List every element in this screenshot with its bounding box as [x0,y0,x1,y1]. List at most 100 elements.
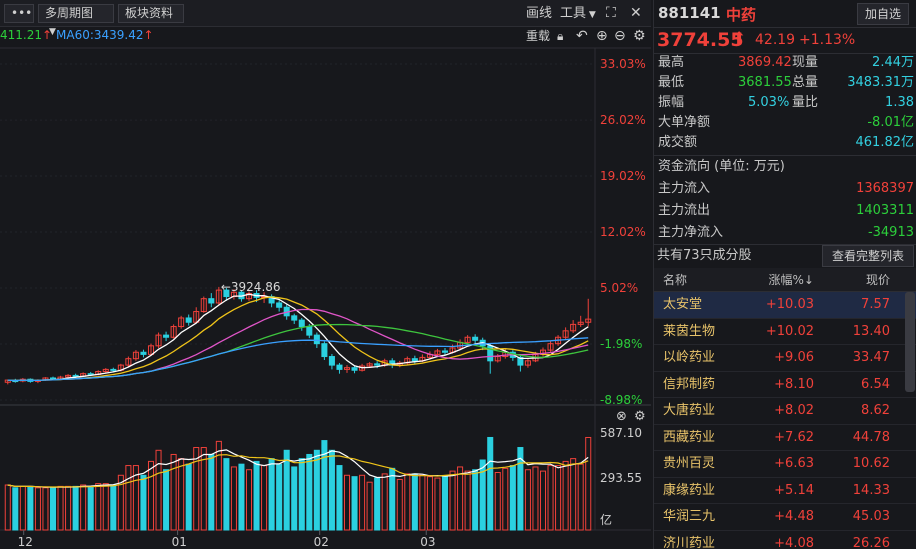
chart-canvas: 33.03% 26.02% 19.02% 12.02% 5.02% -1.98% -8.98… [0,47,651,549]
volume-bar [434,477,441,531]
volume-bar [404,473,411,531]
quote-panel: 881141 中药 加自选 3774.55 ⬆ 42.19 +1.13% 最高 … [653,0,916,549]
constituent-row[interactable]: 以岭药业 +9.06 33.47 [654,345,916,372]
volume-bar [359,474,366,531]
constituent-row[interactable]: 太安堂 +10.03 7.57 [654,292,916,319]
constituent-price: 7.57 [861,297,890,312]
volume-bar [585,436,592,531]
vol-ratio-label: 量比 [792,95,819,110]
constituent-name: 康缘药业 [663,482,716,498]
volume-bar [381,473,388,531]
volume-axis-label: 亿 [600,512,612,527]
candle-body [562,330,569,338]
candle-body [577,321,584,325]
volume-bar [155,449,162,531]
now-vol-label: 现量 [792,55,819,70]
volume-ma10-line [7,454,589,488]
candle-body [291,315,298,321]
candle-body [472,336,479,341]
volume-bar [298,458,305,531]
constituent-row[interactable]: 华润三九 +4.48 45.03 [654,504,916,531]
undo-icon[interactable]: ↶ [576,28,588,44]
zoom-in-icon[interactable]: ⊕ [596,28,608,44]
settings-icon[interactable]: ⚙ [633,28,646,44]
volume-bar [42,487,49,531]
divider [654,244,916,245]
arrow-up-icon: ↑ [143,28,154,42]
constituent-row[interactable]: 信邦制药 +8.10 6.54 [654,372,916,398]
list-scrollbar[interactable] [905,292,915,392]
time-axis-label: 02 [314,535,329,549]
constituent-name: 贵州百灵 [663,456,716,471]
view-full-list-button[interactable]: 查看完整列表 [822,245,914,267]
zoom-out-icon[interactable]: ⊖ [614,28,626,44]
ma-legend-a: 411.21↑ [0,27,52,44]
vol-ratio-value: 1.38 [885,95,914,110]
volume-bar [12,487,19,531]
price-change-pct: +1.13% [799,32,856,48]
constituent-name: 莱茵生物 [663,323,716,339]
constituent-price: 6.54 [861,376,890,392]
volume-bar [547,465,554,531]
tools-button[interactable]: 工具 ▼ [560,5,596,24]
constituent-name: 信邦制药 [663,376,716,392]
volume-bar [230,466,237,531]
flow-net-row: 主力净流入 -34913 [658,223,914,243]
candle-body [464,336,471,343]
constituent-row[interactable]: 莱茵生物 +10.02 13.40 [654,319,916,345]
candle-body [585,318,592,323]
col-price-header[interactable]: 现价 [865,273,890,287]
col-pct-header[interactable]: 涨幅%↓ [768,273,814,287]
period-label: 多周期图 [45,6,94,20]
close-icon[interactable]: ✕ [630,5,642,21]
volume-bar [215,440,222,531]
volume-bar [539,470,547,531]
chevron-down-icon: ▼ [49,27,56,37]
divider [654,155,916,156]
candle-body [366,363,373,367]
lock-icon[interactable]: 🔒︎ [557,29,564,43]
candle-body [140,351,147,355]
constituent-row[interactable]: 康缘药业 +5.14 14.33 [654,478,916,504]
volume-bar [479,459,486,531]
volume-bar [193,447,200,531]
volume-bar [140,474,147,531]
volume-bar [389,467,396,531]
sector-info-button[interactable]: 板块资料 [118,4,184,23]
volume-bar [185,463,192,531]
volume-bar [441,476,449,531]
col-name-header[interactable]: 名称 [663,273,688,287]
candle-body [351,367,358,371]
volume-bar [494,472,501,531]
candle-body [336,364,343,370]
high-value: 3869.42 [738,55,792,70]
volume-bar [457,466,464,531]
expand-icon[interactable]: ⛶ [606,5,616,21]
arrow-up-icon: ↑ [42,28,53,42]
constituent-pct: +7.62 [774,429,814,445]
constituent-name: 华润三九 [663,509,716,524]
volume-bar [502,467,509,531]
ma5-line [7,293,589,382]
amp-label: 振幅 [658,95,685,110]
period-select[interactable]: 多周期图 ▼ [38,4,114,37]
constituent-price: 8.62 [861,403,890,418]
constituent-row[interactable]: 贵州百灵 +6.63 10.62 [654,451,916,478]
candle-body [200,298,207,313]
volume-bar [19,485,26,531]
reload-button[interactable]: 重载 [526,29,551,43]
constituent-count: 共有73只成分股 [657,248,752,263]
draw-line-button[interactable]: 画线 [526,6,553,21]
turnover-value: 461.82亿 [855,135,915,150]
candle-body [147,345,155,355]
volume-bar [147,460,155,531]
constituent-row[interactable]: 西藏药业 +7.62 44.78 [654,425,916,451]
add-watchlist-button[interactable]: 加自选 [857,3,909,25]
candle-body [163,334,170,338]
volume-bar [223,458,230,531]
more-button[interactable]: ••• [4,4,34,23]
constituent-row[interactable]: 济川药业 +4.08 26.26 [654,531,916,549]
constituent-pct: +5.14 [774,482,814,498]
constituent-row[interactable]: 大唐药业 +8.02 8.62 [654,398,916,425]
volume-bar [117,474,124,531]
